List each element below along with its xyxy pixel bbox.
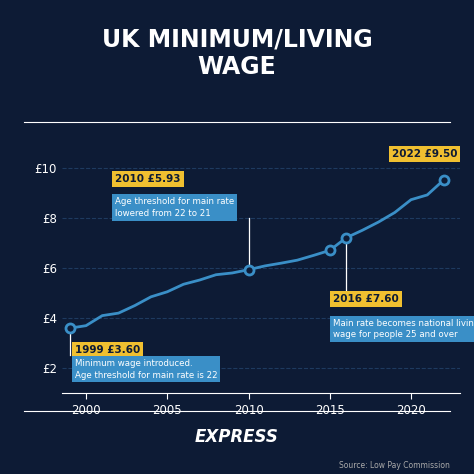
Text: Main rate becomes national living
wage for people 25 and over: Main rate becomes national living wage f… (333, 319, 474, 339)
Text: Source: Low Pay Commission: Source: Low Pay Commission (339, 461, 450, 470)
Text: 2010 £5.93: 2010 £5.93 (115, 174, 181, 184)
Text: UK MINIMUM/LIVING
WAGE: UK MINIMUM/LIVING WAGE (101, 28, 373, 79)
Text: 2016 £7.60: 2016 £7.60 (333, 294, 399, 304)
Text: Minimum wage introduced.
Age threshold for main rate is 22: Minimum wage introduced. Age threshold f… (74, 359, 217, 380)
Text: EXPRESS: EXPRESS (195, 428, 279, 446)
Text: 1999 £3.60: 1999 £3.60 (74, 345, 140, 355)
Text: 2022 £9.50: 2022 £9.50 (392, 149, 457, 159)
Text: Age threshold for main rate
lowered from 22 to 21: Age threshold for main rate lowered from… (115, 197, 235, 218)
